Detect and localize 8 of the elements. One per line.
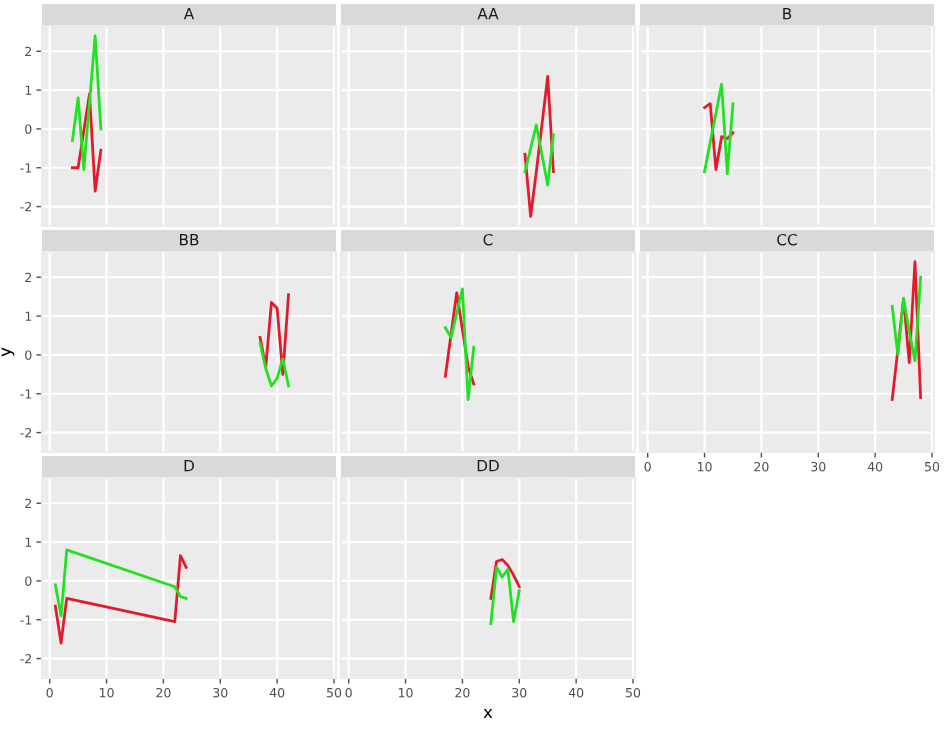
line-series — [71, 92, 103, 193]
line-series — [71, 34, 103, 172]
x-axis-title: x — [483, 708, 493, 719]
y-axis-title: y — [1, 347, 15, 357]
line-series — [258, 293, 290, 376]
line-series — [258, 341, 290, 388]
line-series — [53, 554, 188, 645]
line-series — [53, 548, 188, 618]
